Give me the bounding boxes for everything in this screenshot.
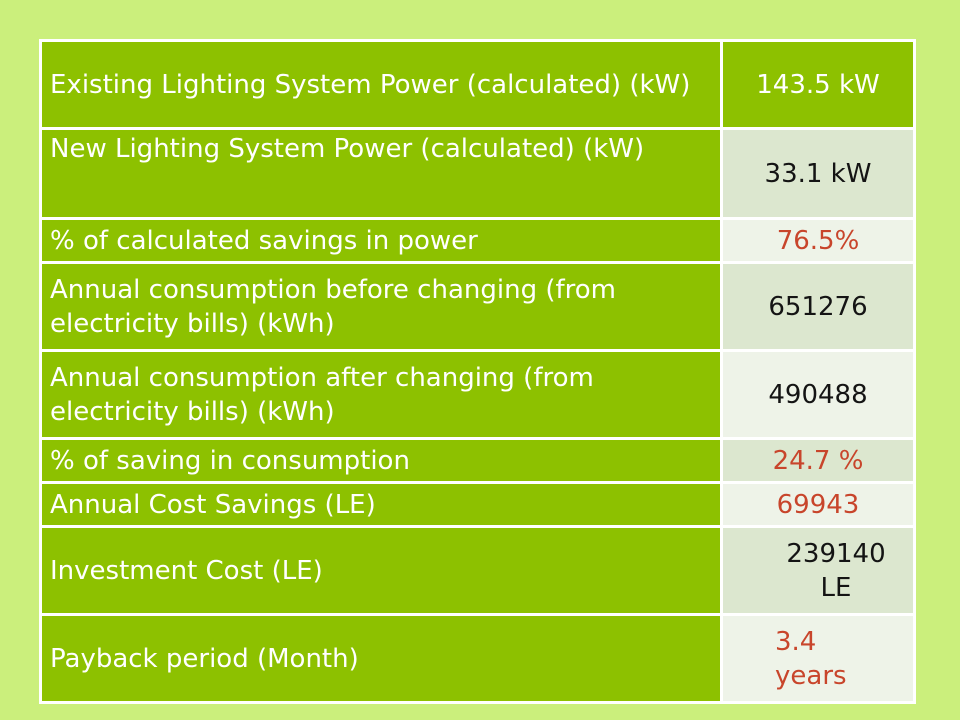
value-line: LE [820,572,852,603]
value-line: 239140 [786,538,886,569]
table-row: New Lighting System Power (calculated) (… [39,127,916,220]
row-label: Annual consumption before changing (from… [39,261,723,352]
row-label: Annual consumption after changing (from … [39,349,723,440]
row-label: New Lighting System Power (calculated) (… [39,127,723,220]
table-row: % of calculated savings in power 76.5% [39,217,916,264]
table-row: Investment Cost (LE) 239140 LE [39,525,916,616]
row-value-highlight: 3.4 years [720,613,916,704]
row-label: Annual Cost Savings (LE) [39,481,723,528]
row-value-highlight: 69943 [720,481,916,528]
table-row: Existing Lighting System Power (calculat… [39,39,916,130]
row-value-highlight: 76.5% [720,217,916,264]
row-label: Existing Lighting System Power (calculat… [39,39,723,130]
row-value: 143.5 kW [720,39,916,130]
lighting-savings-table: Existing Lighting System Power (calculat… [39,39,916,704]
row-label: % of saving in consumption [39,437,723,484]
row-label: % of calculated savings in power [39,217,723,264]
table-row: Payback period (Month) 3.4 years [39,613,916,704]
table-row: Annual Cost Savings (LE) 69943 [39,481,916,528]
row-value: 490488 [720,349,916,440]
table-row: Annual consumption after changing (from … [39,349,916,440]
table-row: % of saving in consumption 24.7 % [39,437,916,484]
row-value-highlight: 24.7 % [720,437,916,484]
row-label: Payback period (Month) [39,613,723,704]
row-value: 239140 LE [720,525,916,616]
row-value: 33.1 kW [720,127,916,220]
value-line: years [775,660,847,691]
table-row: Annual consumption before changing (from… [39,261,916,352]
row-label: Investment Cost (LE) [39,525,723,616]
value-line: 3.4 [775,626,817,657]
row-value: 651276 [720,261,916,352]
